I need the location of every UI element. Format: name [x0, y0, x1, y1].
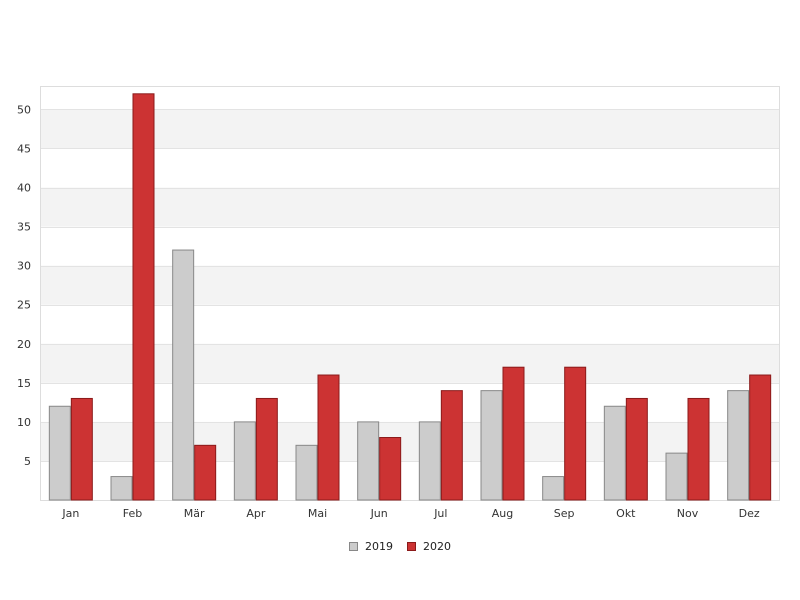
legend-swatch-2019 — [349, 542, 358, 551]
plot-area — [40, 86, 780, 501]
bar-2020-Sep[interactable] — [564, 366, 587, 501]
legend-swatch-2020 — [407, 542, 416, 551]
x-tick-label: Mär — [184, 507, 205, 520]
legend-label-2020: 2020 — [423, 540, 451, 553]
x-tick-label: Feb — [123, 507, 142, 520]
bar-2019-Jun[interactable] — [357, 421, 380, 501]
grid-band — [40, 109, 780, 149]
grid-band — [40, 421, 780, 461]
legend-item-2020[interactable]: 2020 — [407, 540, 451, 553]
bar-2020-Dez[interactable] — [749, 374, 772, 501]
bar-2019-Aug[interactable] — [480, 390, 503, 501]
grid-lines — [40, 109, 780, 462]
grid-band — [40, 265, 780, 305]
x-tick-label: Dez — [739, 507, 760, 520]
x-tick-label: Jan — [61, 507, 79, 520]
bar-2020-Mär[interactable] — [194, 444, 217, 501]
bar-2019-Dez[interactable] — [727, 390, 750, 501]
bar-2019-Apr[interactable] — [233, 421, 256, 501]
bar-2020-Nov[interactable] — [687, 397, 710, 501]
grid-band — [40, 343, 780, 383]
bar-2019-Sep[interactable] — [542, 476, 565, 501]
x-tick-label: Okt — [616, 507, 636, 520]
grid-band — [40, 187, 780, 227]
y-tick-label: 5 — [24, 455, 31, 468]
bar-2019-Feb[interactable] — [110, 476, 133, 501]
x-tick-label: Jun — [370, 507, 388, 520]
bar-2020-Apr[interactable] — [255, 397, 278, 501]
x-tick-label: Mai — [308, 507, 327, 520]
bar-2020-Feb[interactable] — [132, 93, 155, 501]
x-tick-label: Aug — [492, 507, 513, 520]
legend-item-2019[interactable]: 2019 — [349, 540, 393, 553]
bar-2020-Jun[interactable] — [379, 437, 402, 501]
x-tick-label: Apr — [246, 507, 266, 520]
y-tick-label: 30 — [17, 260, 31, 273]
bar-2020-Jan[interactable] — [70, 397, 93, 501]
y-tick-label: 50 — [17, 103, 31, 116]
y-tick-label: 10 — [17, 416, 31, 429]
bar-2020-Aug[interactable] — [502, 366, 525, 501]
bar-2019-Mai[interactable] — [295, 444, 318, 501]
x-axis-ticks: Jan Feb Mär Apr Mai Jun Jul Aug Sep Okt Nov Dez — [61, 507, 760, 520]
y-tick-label: 45 — [17, 142, 31, 155]
bar-2020-Jul[interactable] — [440, 390, 463, 501]
bar-2019-Nov[interactable] — [665, 452, 688, 501]
y-tick-label: 15 — [17, 377, 31, 390]
legend: 2019 2020 — [0, 540, 800, 553]
y-tick-label: 35 — [17, 221, 31, 234]
bar-2019-Jul[interactable] — [418, 421, 441, 501]
grid-bands — [40, 109, 780, 461]
bar-2019-Mär[interactable] — [172, 249, 195, 501]
x-tick-label: Nov — [677, 507, 699, 520]
legend-label-2019: 2019 — [365, 540, 393, 553]
y-tick-label: 20 — [17, 338, 31, 351]
bar-2019-Jan[interactable] — [48, 405, 71, 501]
y-axis-ticks: 5 10 15 20 25 30 35 40 45 50 — [17, 103, 31, 468]
bar-2020-Okt[interactable] — [625, 397, 648, 501]
x-tick-label: Sep — [554, 507, 575, 520]
bar-2020-Mai[interactable] — [317, 374, 340, 501]
y-tick-label: 25 — [17, 299, 31, 312]
bar-2019-Okt[interactable] — [603, 405, 626, 501]
bars — [48, 93, 772, 501]
y-tick-label: 40 — [17, 182, 31, 195]
x-tick-label: Jul — [433, 507, 447, 520]
